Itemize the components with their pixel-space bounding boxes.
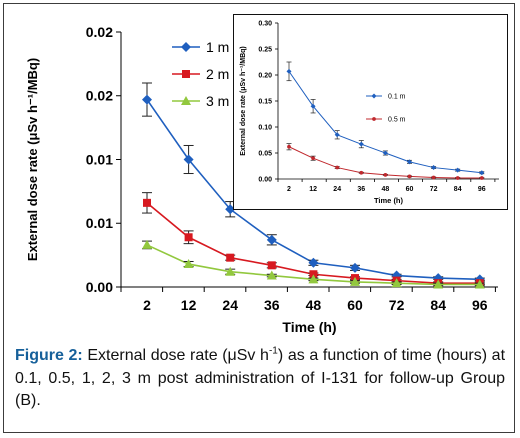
data-point xyxy=(225,204,236,215)
x-tick-label: 36 xyxy=(357,186,365,193)
axes: 0.00 0.01 0.01 0.02 0.02 2 12 24 36 48 60 72 84 96 Tim… xyxy=(25,24,498,335)
data-point xyxy=(479,176,484,180)
x-tick-label: 72 xyxy=(389,297,405,313)
series-3m xyxy=(142,239,485,289)
x-tick-label: 24 xyxy=(333,186,341,193)
figure-caption: Figure 2: External dose rate (μSv h-1) a… xyxy=(15,345,505,413)
x-tick-label: 48 xyxy=(382,186,390,193)
data-point xyxy=(383,172,388,177)
data-point xyxy=(479,170,485,176)
legend-label: 1 m xyxy=(206,39,229,55)
data-point xyxy=(226,253,235,262)
legend-marker xyxy=(181,42,191,52)
x-tick-label: 96 xyxy=(478,186,486,193)
data-point xyxy=(143,198,151,207)
data-point xyxy=(391,278,402,288)
series-0_5m xyxy=(286,143,485,180)
x-tick-label: 24 xyxy=(222,297,238,313)
y-tick-label: 0.02 xyxy=(86,88,113,104)
data-point xyxy=(266,270,277,280)
data-point xyxy=(225,266,236,276)
data-point xyxy=(184,233,193,242)
data-point xyxy=(359,170,364,175)
y-tick-label: 0.01 xyxy=(86,151,113,167)
data-point xyxy=(350,262,360,273)
legend-label: 2 m xyxy=(206,66,229,82)
data-point xyxy=(183,259,194,269)
data-point xyxy=(311,156,315,161)
legend: 0.1 m 0.5 m xyxy=(366,93,406,123)
caption-superscript: -1 xyxy=(268,345,278,357)
data-point xyxy=(266,234,277,245)
legend: 1 m 2 m 3 m xyxy=(172,39,229,109)
data-point xyxy=(474,279,485,289)
x-tick-label: 96 xyxy=(472,297,488,313)
x-tick-label: 84 xyxy=(454,186,462,193)
x-tick-label: 36 xyxy=(264,297,280,313)
data-point xyxy=(433,279,444,289)
x-tick-label: 60 xyxy=(347,297,363,313)
data-point xyxy=(455,167,461,173)
legend-marker xyxy=(371,93,377,99)
x-axis-title: Time (h) xyxy=(374,196,404,205)
legend-label: 0.5 m xyxy=(388,116,406,123)
data-point xyxy=(431,175,436,180)
data-point xyxy=(308,274,319,284)
data-point xyxy=(267,261,276,270)
y-tick-label: 0.02 xyxy=(86,24,113,40)
series-1m xyxy=(142,82,485,285)
data-point xyxy=(382,150,388,156)
data-point xyxy=(431,165,437,171)
data-point xyxy=(286,68,292,74)
x-tick-label: 2 xyxy=(287,186,291,193)
x-tick-label: 72 xyxy=(430,186,438,193)
legend-marker xyxy=(372,117,376,121)
x-tick-label: 48 xyxy=(306,297,322,313)
data-point xyxy=(358,141,364,147)
y-tick-label: 0.05 xyxy=(258,150,272,157)
y-tick-label: 0.25 xyxy=(258,46,272,53)
data-point xyxy=(334,132,340,138)
caption-text-start: External dose rate (μSv h xyxy=(82,347,269,364)
x-tick-label: 12 xyxy=(309,186,317,193)
data-point xyxy=(407,174,412,179)
legend-label: 0.1 m xyxy=(388,93,406,100)
data-point xyxy=(308,257,319,268)
inset-chart: 0.00 0.05 0.10 0.15 0.20 0.25 0.30 2 12 24 36 48 60 7… xyxy=(240,20,499,205)
x-tick-label: 84 xyxy=(430,297,446,313)
data-point xyxy=(287,144,291,149)
data-point xyxy=(335,165,340,170)
main-chart: 0.00 0.01 0.01 0.02 0.02 2 12 24 36 48 60 72 84 96 Tim… xyxy=(25,24,498,335)
series-0_1m xyxy=(286,61,485,176)
data-point xyxy=(407,159,412,165)
data-point xyxy=(310,103,316,109)
data-point xyxy=(455,176,460,180)
legend-label: 3 m xyxy=(206,93,229,109)
y-axis-title: External dose rate (μSv h⁻¹/MBq) xyxy=(240,46,247,156)
y-tick-label: 0.20 xyxy=(258,72,272,79)
x-axis-title: Time (h) xyxy=(282,319,336,335)
caption-text-end: ) as a function of time (hours) at 0.1, … xyxy=(15,347,506,409)
x-tick-label: 60 xyxy=(406,186,414,193)
y-axis-title: External dose rate (μSv h⁻¹/MBq) xyxy=(25,58,40,261)
data-point xyxy=(183,154,194,165)
y-tick-label: 0.15 xyxy=(258,98,272,105)
caption-label: Figure 2: xyxy=(15,347,83,364)
data-point xyxy=(350,276,360,286)
data-point xyxy=(309,270,318,279)
series-line xyxy=(288,71,482,174)
inset-chart-box: 0.00 0.05 0.10 0.15 0.20 0.25 0.30 2 12 24 36 48 60 7… xyxy=(233,14,508,210)
y-tick-label: 0.00 xyxy=(258,176,272,183)
legend-marker xyxy=(181,96,191,105)
y-tick-label: 0.01 xyxy=(86,215,113,231)
x-tick-label: 12 xyxy=(181,297,197,313)
axes: 0.00 0.05 0.10 0.15 0.20 0.25 0.30 2 12 24 36 48 60 7… xyxy=(240,20,499,205)
y-tick-label: 0.30 xyxy=(258,20,272,27)
data-point xyxy=(142,239,152,249)
y-tick-label: 0.10 xyxy=(258,124,272,131)
x-tick-label: 2 xyxy=(143,297,151,313)
y-tick-label: 0.00 xyxy=(86,279,113,295)
legend-marker xyxy=(182,70,190,78)
data-point xyxy=(142,94,152,105)
